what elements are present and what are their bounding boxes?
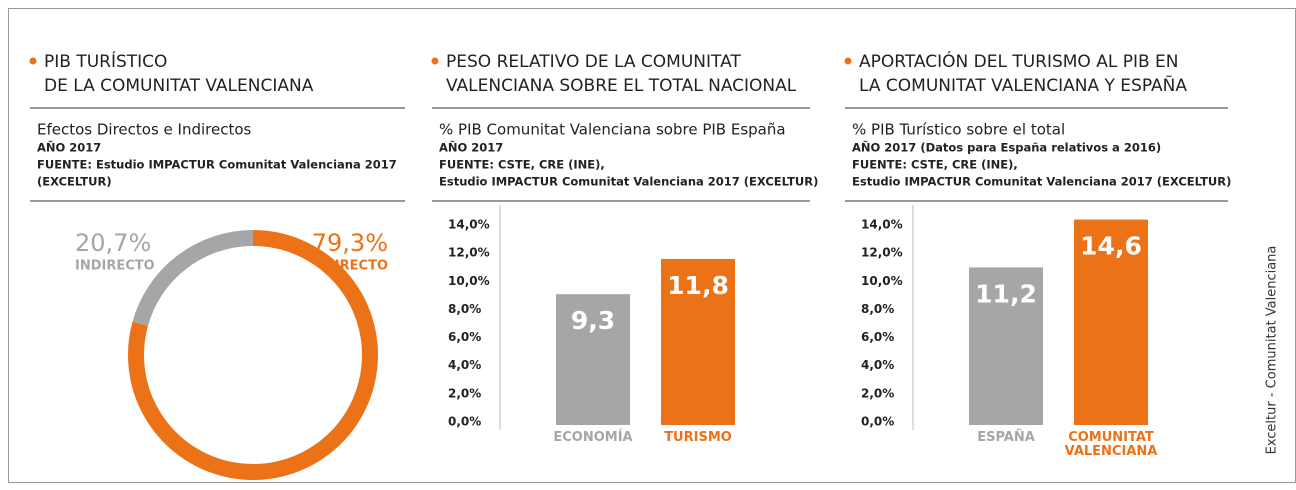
x-tick-label: TURISMO <box>664 430 732 445</box>
credit: Exceltur - Comunitat Valenciana <box>1265 246 1280 455</box>
category-label: INDIRECTO <box>75 259 155 274</box>
source-note: Estudio IMPACTUR Comunitat Valenciana 20… <box>439 175 818 189</box>
panel-title: PIB TURÍSTICO <box>44 50 167 72</box>
source-note: FUENTE: CSTE, CRE (INE), <box>852 158 1018 172</box>
y-tick-label: 8,0% <box>861 302 894 316</box>
bar <box>969 267 1043 425</box>
panel-title: PESO RELATIVO DE LA COMUNITAT <box>446 52 741 72</box>
y-tick-label: 10,0% <box>448 274 490 288</box>
bar <box>556 294 630 425</box>
value-label: 14,6 <box>1080 232 1142 261</box>
bullet <box>844 57 852 65</box>
panel-subtitle: % PIB Turístico sobre el total <box>852 121 1065 139</box>
bar <box>1074 219 1148 425</box>
bullet <box>431 57 439 65</box>
y-tick-label: 2,0% <box>448 386 481 400</box>
panel-subtitle: % PIB Comunitat Valenciana sobre PIB Esp… <box>439 121 786 139</box>
y-tick-label: 6,0% <box>861 330 894 344</box>
value-label: 9,3 <box>571 306 615 335</box>
panel-subtitle: Efectos Directos e Indirectos <box>37 121 252 139</box>
y-tick-label: 14,0% <box>861 218 903 232</box>
y-tick-label: 8,0% <box>448 302 481 316</box>
y-tick-label: 14,0% <box>448 218 490 232</box>
panel-title: APORTACIÓN DEL TURISMO AL PIB EN <box>859 50 1179 72</box>
bullet <box>29 57 37 65</box>
y-tick-label: 2,0% <box>861 386 894 400</box>
y-tick-label: 4,0% <box>448 358 481 372</box>
bar <box>661 258 735 425</box>
source-note: AÑO 2017 <box>439 140 503 155</box>
panel-title: LA COMUNITAT VALENCIANA Y ESPAÑA <box>859 74 1187 96</box>
x-tick-label: ESPAÑA <box>977 430 1035 445</box>
panel-title: DE LA COMUNITAT VALENCIANA <box>44 76 314 96</box>
value-label: 79,3% <box>312 229 388 257</box>
value-label: 20,7% <box>75 229 151 257</box>
y-tick-label: 4,0% <box>861 358 894 372</box>
donut-segment <box>128 230 378 480</box>
source-note: FUENTE: CSTE, CRE (INE), <box>439 158 605 172</box>
y-tick-label: 10,0% <box>861 274 903 288</box>
x-tick-label: ECONOMÍA <box>553 430 633 445</box>
source-note: (EXCELTUR) <box>37 175 112 189</box>
source-note: FUENTE: Estudio IMPACTUR Comunitat Valen… <box>37 158 397 172</box>
source-note: Estudio IMPACTUR Comunitat Valenciana 20… <box>852 175 1231 189</box>
y-tick-label: 12,0% <box>448 246 490 260</box>
source-note: AÑO 2017 <box>37 140 101 155</box>
y-tick-label: 0,0% <box>448 415 481 429</box>
category-label: DIRECTO <box>324 259 388 274</box>
panel-title: VALENCIANA SOBRE EL TOTAL NACIONAL <box>446 76 797 96</box>
donut-segment <box>132 230 254 327</box>
y-tick-label: 6,0% <box>448 330 481 344</box>
x-tick-label: COMUNITAT VALENCIANA <box>1064 430 1158 459</box>
value-label: 11,2 <box>975 279 1037 308</box>
y-tick-label: 0,0% <box>861 415 894 429</box>
source-note: AÑO 2017 (Datos para España relativos a … <box>852 140 1161 155</box>
value-label: 11,8 <box>667 271 729 300</box>
y-tick-label: 12,0% <box>861 246 903 260</box>
